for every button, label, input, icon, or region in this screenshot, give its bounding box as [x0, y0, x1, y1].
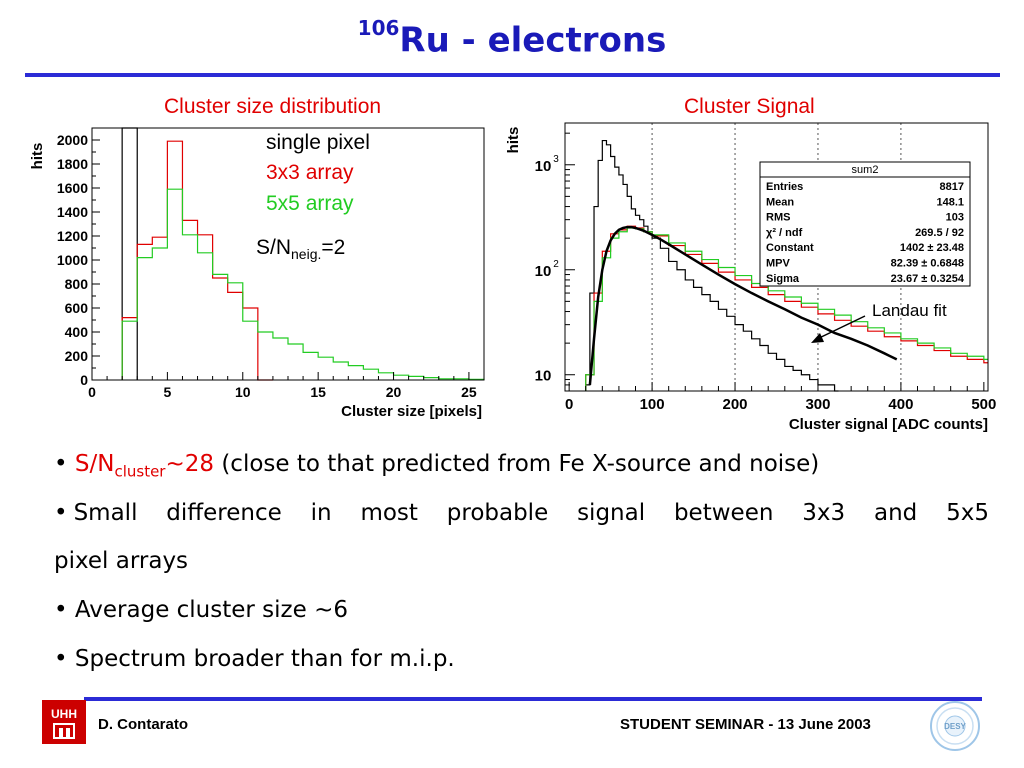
histogram-5x5-array	[121, 188, 485, 380]
bullet-2: • Small difference in most probable signa…	[54, 500, 989, 526]
chart-left-title: Cluster size distribution	[164, 95, 382, 118]
bullet-4: • Spectrum broader than for m.i.p.	[54, 646, 455, 672]
x-tick-label: 0	[565, 396, 573, 413]
series-single-pixel	[585, 139, 839, 392]
x-tick-label: 10	[235, 384, 251, 400]
desy-logo: DESY	[930, 701, 980, 751]
desy-logo-text: DESY	[944, 722, 966, 731]
stats-key: χ² / ndf	[766, 227, 803, 239]
y-tick-label: 1800	[57, 156, 88, 172]
y-tick-label: 200	[65, 348, 89, 364]
x-tick-label: 100	[640, 396, 665, 413]
x-tick-label: 5	[163, 384, 171, 400]
stats-key: Mean	[766, 196, 794, 208]
title-rule	[25, 73, 1000, 77]
footer-event: STUDENT SEMINAR - 13 June 2003	[620, 716, 871, 733]
stats-value: 8817	[940, 181, 964, 193]
y-tick-label: 1200	[57, 228, 88, 244]
stats-value: 1402 ± 23.48	[900, 242, 964, 254]
stats-key: MPV	[766, 258, 791, 270]
uhh-logo-text: UHH	[51, 707, 77, 721]
stats-key: Constant	[766, 242, 814, 254]
legend-single-pixel: single pixel	[266, 131, 370, 154]
histogram-single-pixel	[121, 127, 138, 380]
landau-arrow-head	[811, 333, 824, 343]
series-Landau-fit	[588, 225, 898, 386]
footer-author: D. Contarato	[98, 716, 188, 733]
y-tick-label: 800	[65, 276, 89, 292]
y-axis-label: hits	[505, 127, 522, 154]
y-tick-label: 1600	[57, 180, 88, 196]
bullet-2-cont: pixel arrays	[54, 548, 189, 574]
y-tick-exponent: 2	[553, 259, 559, 270]
x-tick-label: 500	[971, 396, 996, 413]
y-tick-label: 2000	[57, 132, 88, 148]
y-axis-label: hits	[29, 143, 46, 170]
y-tick-label: 600	[65, 300, 89, 316]
y-tick-label: 10	[535, 263, 552, 280]
x-axis-label: Cluster signal [ADC counts]	[789, 416, 988, 433]
slide-title: 106Ru - electrons	[357, 16, 667, 61]
stats-value: 148.1	[936, 196, 964, 208]
y-tick-label: 400	[65, 324, 89, 340]
stats-frame	[759, 161, 971, 287]
stats-key: RMS	[766, 212, 790, 224]
y-tick-label: 1400	[57, 204, 88, 220]
histogram-3x3-array	[121, 140, 273, 381]
plot-frame	[564, 122, 989, 392]
y-tick-label: 10	[535, 158, 552, 175]
x-tick-label: 200	[723, 396, 748, 413]
cluster-size-chart: hits 02004006008001000120014001600180020…	[29, 127, 485, 420]
x-tick-label: 15	[310, 384, 326, 400]
y-tick-label: 1000	[57, 252, 88, 268]
stats-value: 23.67 ± 0.3254	[891, 273, 965, 285]
sn-neig-annotation: S/Nneig.=2	[256, 236, 346, 263]
stats-value: 82.39 ± 0.6848	[891, 258, 964, 270]
x-tick-label: 0	[88, 384, 96, 400]
y-tick-label: 10	[535, 368, 552, 385]
y-tick-exponent: 3	[553, 154, 559, 165]
footer-rule	[84, 697, 982, 701]
stats-box: sum2 Entries 8817 Mean 148.1 RMS 103 χ² / ndf 2…	[759, 161, 971, 287]
landau-arrow-shaft	[814, 315, 866, 341]
x-tick-label: 25	[461, 384, 477, 400]
x-tick-label: 300	[805, 396, 830, 413]
legend-3x3: 3x3 array	[266, 161, 354, 184]
chart-right-title: Cluster Signal	[684, 95, 815, 118]
uhh-logo-mark: UHH	[51, 707, 77, 739]
stats-key: Sigma	[766, 273, 800, 285]
x-axis-label: Cluster size [pixels]	[341, 403, 482, 420]
x-tick-label: 400	[888, 396, 913, 413]
stats-value: 269.5 / 92	[915, 227, 964, 239]
x-tick-label: 20	[386, 384, 402, 400]
y-tick-label: 0	[80, 372, 88, 388]
legend-5x5: 5x5 array	[266, 192, 354, 215]
stats-header: sum2	[852, 164, 879, 176]
stats-value: 103	[946, 212, 964, 224]
series-5x5-array	[585, 227, 988, 391]
bullet-1: • S/Ncluster~28 (close to that predicted…	[54, 451, 820, 481]
landau-fit-label: Landau fit	[872, 301, 947, 320]
bullet-3: • Average cluster size ~6	[54, 597, 348, 623]
uhh-logo: UHH	[42, 700, 86, 744]
stats-key: Entries	[766, 181, 803, 193]
